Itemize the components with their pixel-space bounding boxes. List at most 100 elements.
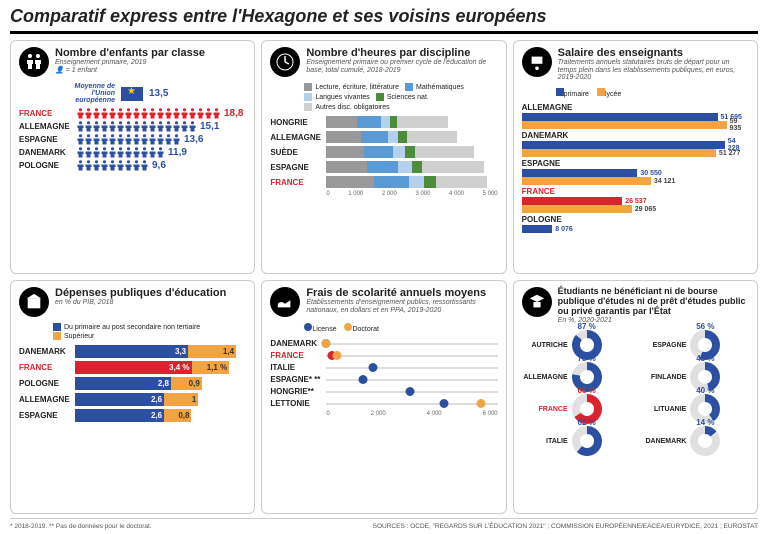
- donut-value: 87 %: [578, 322, 596, 331]
- country-label: ALLEMAGNE: [19, 122, 77, 131]
- panel1-sub: Enseignement primaire, 2019: [55, 59, 205, 67]
- dot-track: [326, 355, 497, 357]
- country-label: DANEMARK: [19, 148, 77, 157]
- bar-primary: 26 537: [522, 197, 749, 205]
- eu-flag-icon: [121, 87, 143, 101]
- dot-track: [326, 379, 497, 381]
- bar-primary: 30 550: [522, 169, 749, 177]
- country-label: DANEMARK: [19, 347, 75, 356]
- country-label: FRANCE: [270, 178, 326, 187]
- p2-row: SUÈDE: [270, 146, 497, 158]
- country-label: POLOGNE: [19, 379, 75, 388]
- donut-value: 66 %: [578, 386, 596, 395]
- legend-item: Mathématiques: [405, 83, 464, 91]
- pictograms: [77, 121, 196, 132]
- bar-primary: 8 076: [522, 225, 749, 233]
- donut-value: 78 %: [578, 354, 596, 363]
- x-axis: 02 0004 0006 000: [326, 411, 497, 417]
- legend-item: primaire: [556, 88, 589, 98]
- panel3-body: ALLEMAGNE51 69559 935DANEMARK54 22851 27…: [522, 101, 749, 267]
- stacked-bar: 3,31,4: [75, 345, 246, 358]
- panel2-title: Nombre d'heures par discipline: [306, 47, 497, 59]
- country-label: DANEMARK: [270, 339, 326, 348]
- panel-grid: Nombre d'enfants par classe Enseignement…: [10, 40, 758, 514]
- panel6-body: AUTRICHE87 %ESPAGNE56 %ALLEMAGNE78 %FINL…: [522, 330, 749, 456]
- country-label: ITALIE: [270, 363, 326, 372]
- p5-row: FRANCE: [270, 351, 497, 360]
- p5-row: LETTONIE: [270, 399, 497, 408]
- unit-label: = 1 enfant: [66, 67, 97, 74]
- legend-item: Sciences nat.: [376, 93, 429, 101]
- graduate-icon: [522, 287, 552, 317]
- panel-students: Étudiants ne bénéficiant ni de bourse pu…: [513, 280, 758, 514]
- donut-value: 56 %: [696, 322, 714, 331]
- country-label: FRANCE: [19, 109, 77, 118]
- value: 9,6: [152, 160, 166, 171]
- country-label: DANEMARK: [522, 131, 749, 140]
- panel-salary: Salaire des enseignants Traitements annu…: [513, 40, 758, 274]
- country-label: ESPAGNE: [522, 159, 749, 168]
- value: 18,8: [224, 108, 243, 119]
- value: 15,1: [200, 121, 219, 132]
- stacked-bar: [326, 176, 497, 188]
- clock-icon: [270, 47, 300, 77]
- p2-row: ALLEMAGNE: [270, 131, 497, 143]
- pictograms: [77, 160, 148, 171]
- p1-row: POLOGNE9,6: [19, 160, 246, 171]
- country-label: ALLEMAGNE: [19, 395, 75, 404]
- dot-track: [326, 343, 497, 345]
- panel1-title: Nombre d'enfants par classe: [55, 47, 205, 59]
- country-label: HONGRIE**: [270, 387, 326, 396]
- country-label: ALLEMAGNE: [270, 133, 326, 142]
- p1-row: ALLEMAGNE 15,1: [19, 121, 246, 132]
- panel-class-size: Nombre d'enfants par classe Enseignement…: [10, 40, 255, 274]
- donut-cell: ESPAGNE56 %: [640, 330, 749, 360]
- country-label: ESPAGNE: [19, 135, 77, 144]
- country-label: HONGRIE: [270, 118, 326, 127]
- dot-track: [326, 391, 497, 393]
- p4-row: ALLEMAGNE2,61: [19, 393, 246, 406]
- hand-money-icon: [270, 287, 300, 317]
- p4-row: ESPAGNE2,60,8: [19, 409, 246, 422]
- page: Comparatif express entre l'Hexagone et s…: [0, 0, 768, 534]
- pictograms: [77, 147, 164, 158]
- legend-item: Lecture, écriture, littérature: [304, 83, 399, 91]
- p2-row: HONGRIE: [270, 116, 497, 128]
- legend-item: Doctorat: [344, 323, 378, 333]
- donut-chart: 62 %: [572, 426, 602, 456]
- country-label: LETTONIE: [270, 399, 326, 408]
- donut-chart: 14 %: [690, 426, 720, 456]
- country-label: ESPAGNE: [640, 342, 686, 349]
- donut-cell: ITALIE62 %: [522, 426, 631, 456]
- panel6-title: Étudiants ne bénéficiant ni de bourse pu…: [558, 287, 749, 317]
- country-label: FRANCE: [522, 406, 568, 413]
- footer: * 2018-2019. ** Pas de données pour le d…: [10, 518, 758, 530]
- p5-row: ITALIE: [270, 363, 497, 372]
- stacked-bar: [326, 131, 497, 143]
- legend-item: Supérieur: [53, 332, 246, 340]
- panel5-legend: LicenseDoctorat: [304, 323, 497, 333]
- country-label: FRANCE: [19, 363, 75, 372]
- country-label: FRANCE: [270, 351, 326, 360]
- stacked-bar: 2,80,9: [75, 377, 246, 390]
- p5-row: DANEMARK: [270, 339, 497, 348]
- donut-value: 14 %: [696, 418, 714, 427]
- donut-cell: DANEMARK14 %: [640, 426, 749, 456]
- country-label: ALLEMAGNE: [522, 103, 749, 112]
- donut-value: 45 %: [696, 354, 714, 363]
- country-label: ESPAGNE: [19, 411, 75, 420]
- p4-row: DANEMARK3,31,4: [19, 345, 246, 358]
- p3-row: DANEMARK54 22851 277: [522, 131, 749, 157]
- stacked-bar: [326, 161, 497, 173]
- dot-track: [326, 403, 497, 405]
- country-label: LITUANIE: [640, 406, 686, 413]
- country-label: ESPAGNE* **: [270, 375, 326, 384]
- footnote: * 2018-2019. ** Pas de données pour le d…: [10, 523, 152, 530]
- pictograms: [77, 134, 180, 145]
- p2-row: ESPAGNE: [270, 161, 497, 173]
- p3-row: FRANCE26 53729 065: [522, 187, 749, 213]
- panel-spending: Dépenses publiques d'éducation en % du P…: [10, 280, 255, 514]
- donut-cell: ALLEMAGNE78 %: [522, 362, 631, 392]
- panel3-legend: primairelycée: [556, 88, 749, 98]
- panel5-body: DANEMARK FRANCE ITALIE ESPAGNE* ** HONGRIE**…: [270, 336, 497, 507]
